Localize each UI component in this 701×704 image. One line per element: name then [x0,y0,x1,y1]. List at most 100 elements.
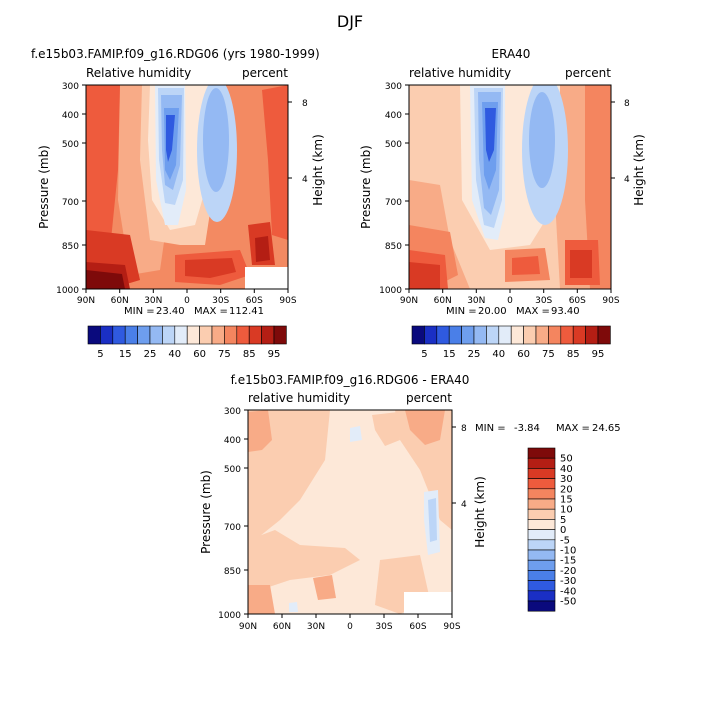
colorbar-swatch [527,600,556,612]
panel-era40-right-string: percent [565,66,611,80]
panel-model-y-tick: 500 [62,140,79,150]
colorbar-swatch [498,325,512,345]
panel-era40-y-right-tick: 4 [624,175,630,185]
colorbar-swatch [527,570,556,581]
colorbar-swatch [527,519,556,530]
colorbar-swatch [137,325,151,345]
colorbar-swatch [527,478,556,490]
colorbar-swatch [461,325,475,345]
panel-difference-x-tick: 60N [273,622,291,632]
panel-era40-contour-field [409,85,611,289]
panel-model-x-axis: 90N 60N 30N 0 30S 60S 90S [77,289,297,306]
panel-difference-y-axis: 300 400 500 700 850 1000 Pressure (mb) [199,407,248,621]
colorbar-swatch [548,325,562,345]
colorbar-swatch [124,325,138,345]
colorbar-swatch [424,325,438,345]
panel-difference-y-tick: 300 [224,407,241,417]
panel-era40-y-tick: 400 [385,111,402,121]
colorbar-swatch [527,457,556,469]
panel-era40-title: ERA40 [492,47,531,61]
panel-era40-min-label: MIN = [446,306,477,317]
panel-model-max-label: MAX = [194,306,228,317]
panel-difference-right-string: percent [406,391,452,405]
panel-model-y-right-tick: 8 [302,99,308,109]
panel-difference-y-right-tick: 4 [461,500,467,510]
colorbar-label: 40 [492,349,505,360]
colorbar-label: -30 [560,576,576,587]
colorbar-swatch [186,325,200,345]
panel-era40-y-right-tick: 8 [624,99,630,109]
panel-model-x-tick: 90N [77,296,95,306]
colorbar-label: -10 [560,546,576,557]
colorbar-swatch [527,447,556,459]
panel-model-y-right-label: Height (km) [311,134,325,205]
panel-model-x-tick: 60N [111,296,129,306]
panel-era40-y-tick: 300 [385,82,402,92]
panel-difference-x-tick: 90S [443,622,460,632]
colorbar-swatch [560,325,574,345]
colorbar-swatch [473,325,487,345]
colorbar-swatch [527,580,556,592]
panel-era40-y-right-label: Height (km) [632,134,646,205]
colorbar-swatch [527,549,556,561]
colorbar-label: -50 [560,597,576,608]
panel-era40-x-tick: 30N [467,296,485,306]
panel-era40-left-string: relative humidity [409,66,511,80]
panel-difference-y-tick: 500 [224,465,241,475]
colorbar-label: 25 [468,349,481,360]
panel-model-min-value: 23.40 [156,306,185,317]
colorbar-swatch [527,590,556,602]
colorbar-label: 40 [560,464,573,475]
panel-difference-x-axis: 90N 60N 30N 0 30S 60S 90S [239,614,461,632]
colorbar-label: 10 [560,505,573,516]
colorbar-swatch [523,325,537,345]
colorbar-label: 50 [560,454,573,465]
colorbar-swatch [411,325,425,345]
panel-model-right-string: percent [242,66,288,80]
colorbar-label: 60 [193,349,206,360]
panel-era40-max-label: MAX = [516,306,550,317]
panel-era40-y-label: Pressure (mb) [359,145,373,229]
colorbar-label: 95 [268,349,281,360]
colorbar-label: 0 [560,525,566,536]
panel-era40-stats: MIN = 20.00 MAX = 93.40 [446,306,580,317]
panel-model-y-tick: 700 [62,198,79,208]
panel-model-y-tick: 300 [62,82,79,92]
colorbar-swatch [273,325,287,345]
panel-difference-max-label: MAX = [556,423,590,434]
colorbar-label: -5 [560,535,570,546]
panel-model-contour-field [86,85,288,289]
colorbar-swatch [486,325,500,345]
panel-difference: f.e15b03.FAMIP.f09_g16.RDG06 - ERA40 rel… [199,373,621,632]
panel-difference-y-tick: 850 [224,567,241,577]
panel-era40-x-axis: 90N 60N 30N 0 30S 60S 90S [400,289,620,306]
panel-difference-y-tick: 1000 [218,611,241,621]
colorbar-swatch [527,488,556,500]
panel-model-max-value: 112.41 [229,306,264,317]
panel-model-x-tick: 90S [279,296,296,306]
panel-difference-x-tick: 30S [375,622,392,632]
colorbar-label: 85 [243,349,256,360]
colorbar-label: 25 [144,349,157,360]
colorbar-label: 20 [560,484,573,495]
panel-model-y-right-axis: 8 4 Height (km) [288,99,325,206]
panel-model-y-tick: 1000 [56,286,79,296]
panel-era40-x-tick: 30S [535,296,552,306]
panel-model-y-axis: 300 400 500 700 850 1000 Pressure (mb) [37,82,86,296]
panel-model-y-label: Pressure (mb) [37,145,51,229]
colorbar-label: 15 [443,349,456,360]
colorbar-swatch [527,529,556,541]
panel-era40-x-tick: 60S [569,296,586,306]
panel-era40-min-value: 20.00 [478,306,507,317]
colorbar-swatch [236,325,250,345]
panel-difference-x-tick: 0 [347,622,353,632]
panel-difference-x-tick: 90N [239,622,257,632]
panel-difference-max-value: 24.65 [592,423,621,434]
colorbar-label: 5 [97,349,103,360]
colorbar-label: -15 [560,556,576,567]
panel-model-stats: MIN = 23.40 MAX = 112.41 [124,306,264,317]
colorbar-swatch [100,325,114,345]
panel-difference-y-right-tick: 8 [461,424,467,434]
colorbar-swatch [527,498,556,510]
